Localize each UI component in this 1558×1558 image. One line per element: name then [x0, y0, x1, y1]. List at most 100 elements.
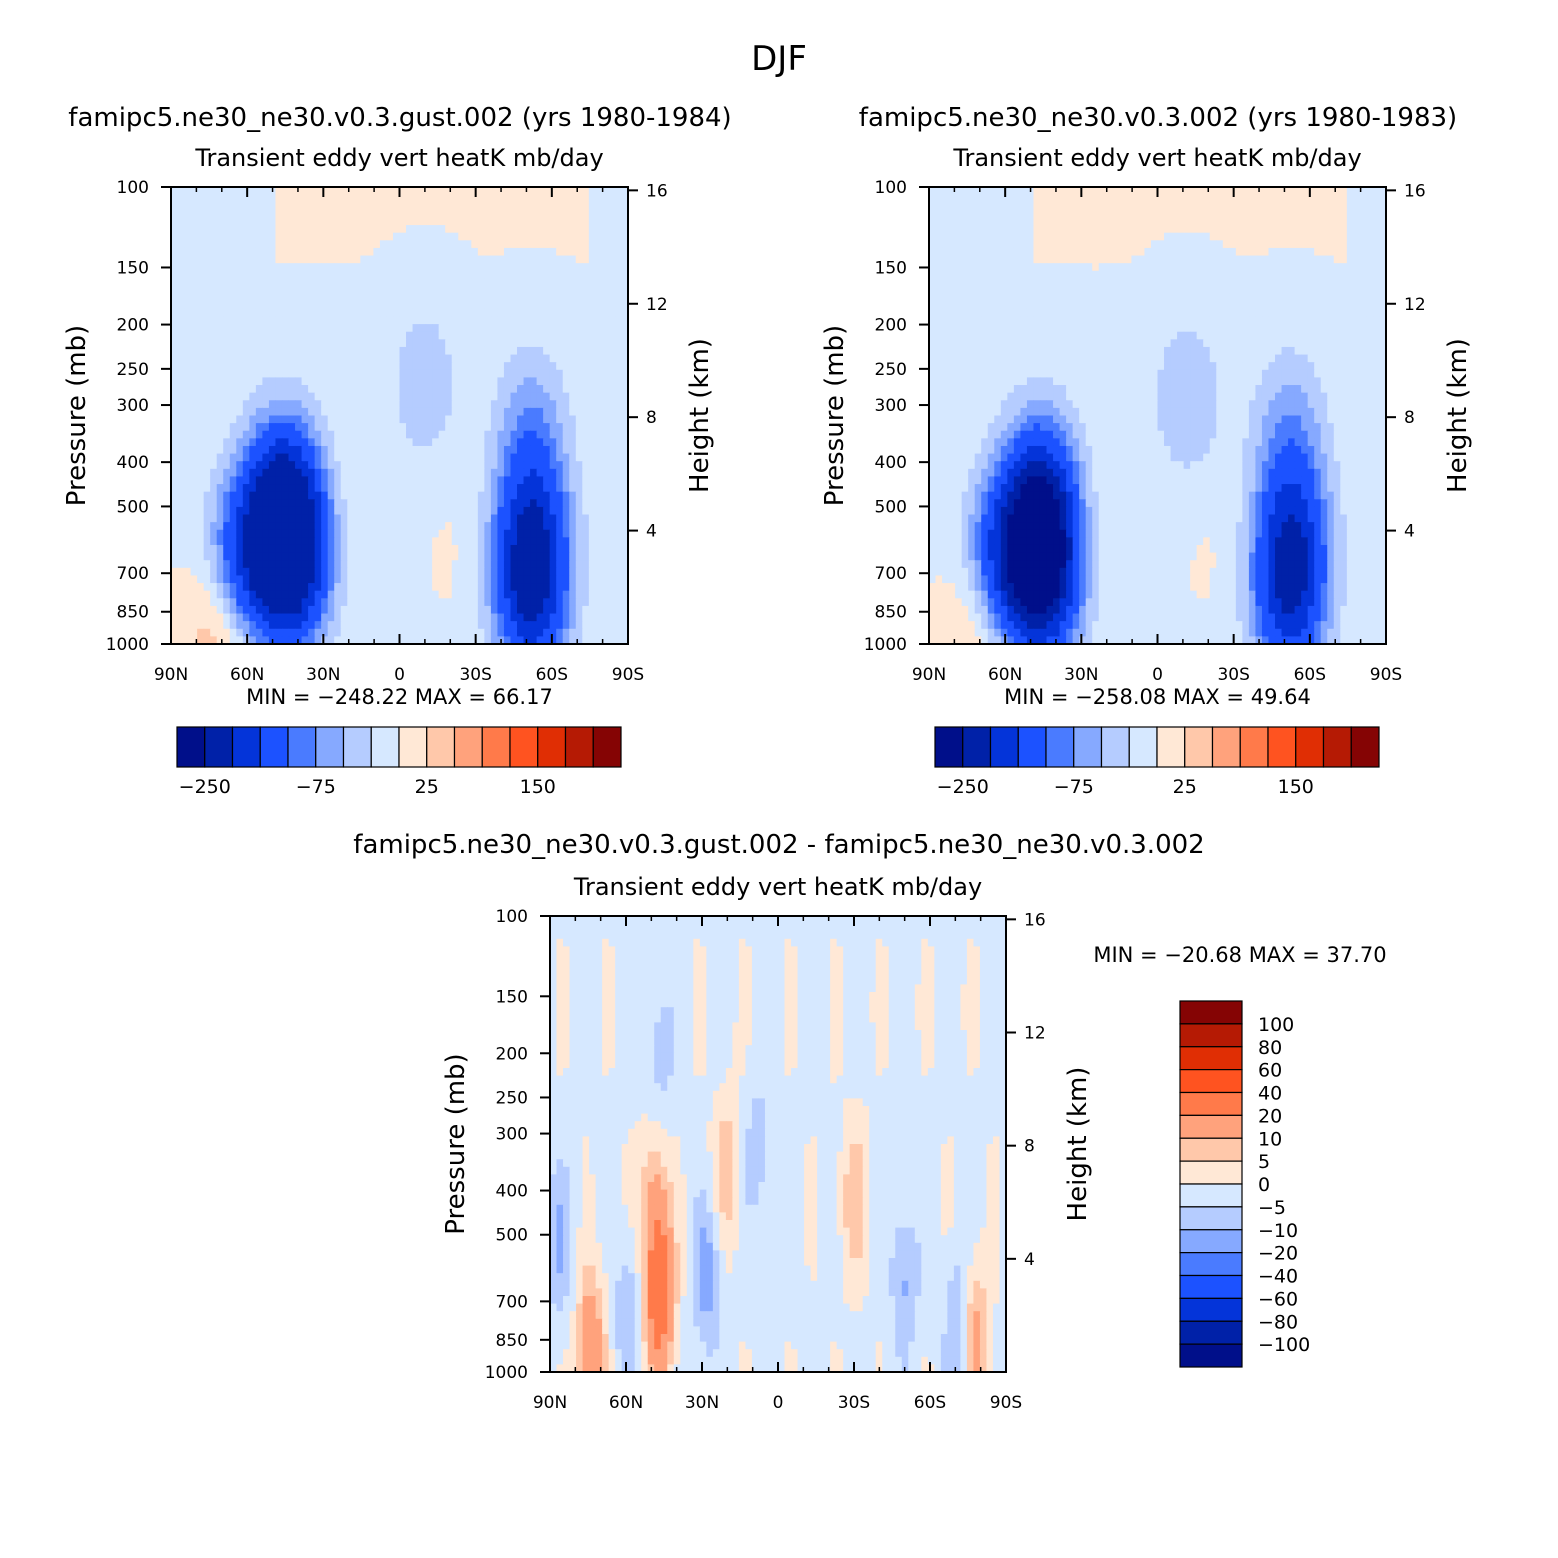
heatmap-cell [295, 499, 303, 508]
heatmap-cell [321, 544, 329, 554]
heatmap-cell [210, 293, 218, 302]
heatmap-cell [935, 247, 943, 257]
heatmap-cell [621, 544, 629, 554]
heatmap-cell [445, 468, 453, 478]
heatmap-cell [588, 202, 596, 211]
heatmap-cell [419, 400, 427, 409]
heatmap-cell [360, 430, 368, 439]
heatmap-cell [477, 598, 485, 607]
heatmap-cell [601, 385, 610, 394]
heatmap-cell [1222, 247, 1230, 257]
heatmap-cell [477, 613, 485, 622]
heatmap-cell [445, 369, 453, 379]
heatmap-cell [549, 270, 557, 279]
heatmap-cell [406, 445, 414, 455]
heatmap-cell [340, 324, 348, 333]
heatmap-cell [608, 613, 616, 622]
heatmap-cell [1111, 187, 1119, 196]
heatmap-cell [223, 484, 231, 493]
heatmap-cell [340, 240, 348, 249]
heatmap-cell [288, 605, 296, 615]
heatmap-cell [184, 522, 192, 531]
heatmap-cell [249, 537, 257, 546]
heatmap-cell [334, 560, 342, 569]
heatmap-cell [438, 217, 446, 226]
heatmap-cell [406, 331, 414, 340]
heatmap-cell [210, 187, 218, 196]
heatmap-cell [360, 628, 368, 637]
heatmap-cell [451, 537, 459, 546]
heatmap-cell [523, 476, 531, 485]
heatmap-cell [1150, 194, 1159, 203]
heatmap-cell [942, 232, 950, 241]
heatmap-cell [262, 194, 270, 203]
heatmap-cell [1255, 232, 1263, 241]
heatmap-cell [1255, 225, 1263, 234]
heatmap-cell [406, 514, 414, 523]
heatmap-cell [1275, 217, 1283, 226]
heatmap-cell [438, 423, 446, 432]
heatmap-cell [255, 514, 263, 523]
heatmap-cell [1242, 240, 1250, 249]
heatmap-cell [373, 270, 381, 279]
heatmap-cell [334, 255, 342, 264]
heatmap-cell [210, 506, 218, 516]
heatmap-cell [379, 590, 388, 599]
heatmap-cell [308, 537, 316, 546]
heatmap-cell [210, 621, 218, 630]
heatmap-cell [321, 613, 329, 622]
heatmap-cell [471, 263, 479, 272]
heatmap-cell [353, 529, 361, 538]
heatmap-cell [601, 209, 610, 219]
heatmap-cell [392, 324, 401, 333]
heatmap-cell [1229, 225, 1237, 234]
heatmap-cell [197, 217, 205, 226]
heatmap-cell [569, 445, 577, 455]
heatmap-cell [197, 506, 205, 516]
heatmap-cell [334, 636, 342, 645]
heatmap-cell [275, 560, 283, 569]
heatmap-cell [530, 286, 538, 295]
heatmap-cell [197, 621, 205, 630]
heatmap-cell [425, 293, 433, 302]
heatmap-cell [530, 423, 538, 432]
heatmap-cell [288, 621, 296, 630]
heatmap-cell [1079, 202, 1087, 211]
heatmap-cell [386, 194, 394, 203]
heatmap-cell [1072, 232, 1080, 241]
heatmap-cell [438, 240, 446, 249]
heatmap-cell [1098, 240, 1106, 249]
heatmap-cell [353, 476, 361, 485]
heatmap-cell [288, 286, 296, 295]
heatmap-cell [379, 263, 388, 272]
heatmap-cell [412, 400, 420, 409]
heatmap-cell [406, 506, 414, 516]
heatmap-cell [197, 476, 205, 485]
heatmap-cell [543, 278, 551, 287]
heatmap-cell [249, 377, 257, 386]
heatmap-cell [386, 362, 394, 371]
heatmap-cell [1333, 187, 1341, 196]
heatmap-cell [458, 605, 466, 615]
heatmap-cell [601, 438, 610, 447]
heatmap-cell [392, 187, 401, 196]
y-axis-label: Pressure (mb) [62, 325, 92, 506]
heatmap-cell [301, 415, 309, 424]
heatmap-cell [614, 202, 623, 211]
heatmap-cell [353, 537, 361, 546]
heatmap-cell [445, 461, 453, 470]
heatmap-cell [458, 407, 466, 417]
heatmap-cell [197, 255, 205, 264]
heatmap-cell [1144, 240, 1152, 249]
heatmap-cell [1294, 202, 1302, 211]
heatmap-cell [177, 529, 185, 538]
heatmap-cell [419, 438, 427, 447]
heatmap-cell [575, 476, 583, 485]
heatmap-cell [425, 484, 433, 493]
heatmap-cell [223, 301, 231, 310]
heatmap-cell [582, 583, 590, 592]
heatmap-cell [575, 400, 583, 409]
heatmap-cell [549, 628, 557, 637]
heatmap-cell [255, 331, 263, 340]
heatmap-cell [595, 423, 603, 432]
